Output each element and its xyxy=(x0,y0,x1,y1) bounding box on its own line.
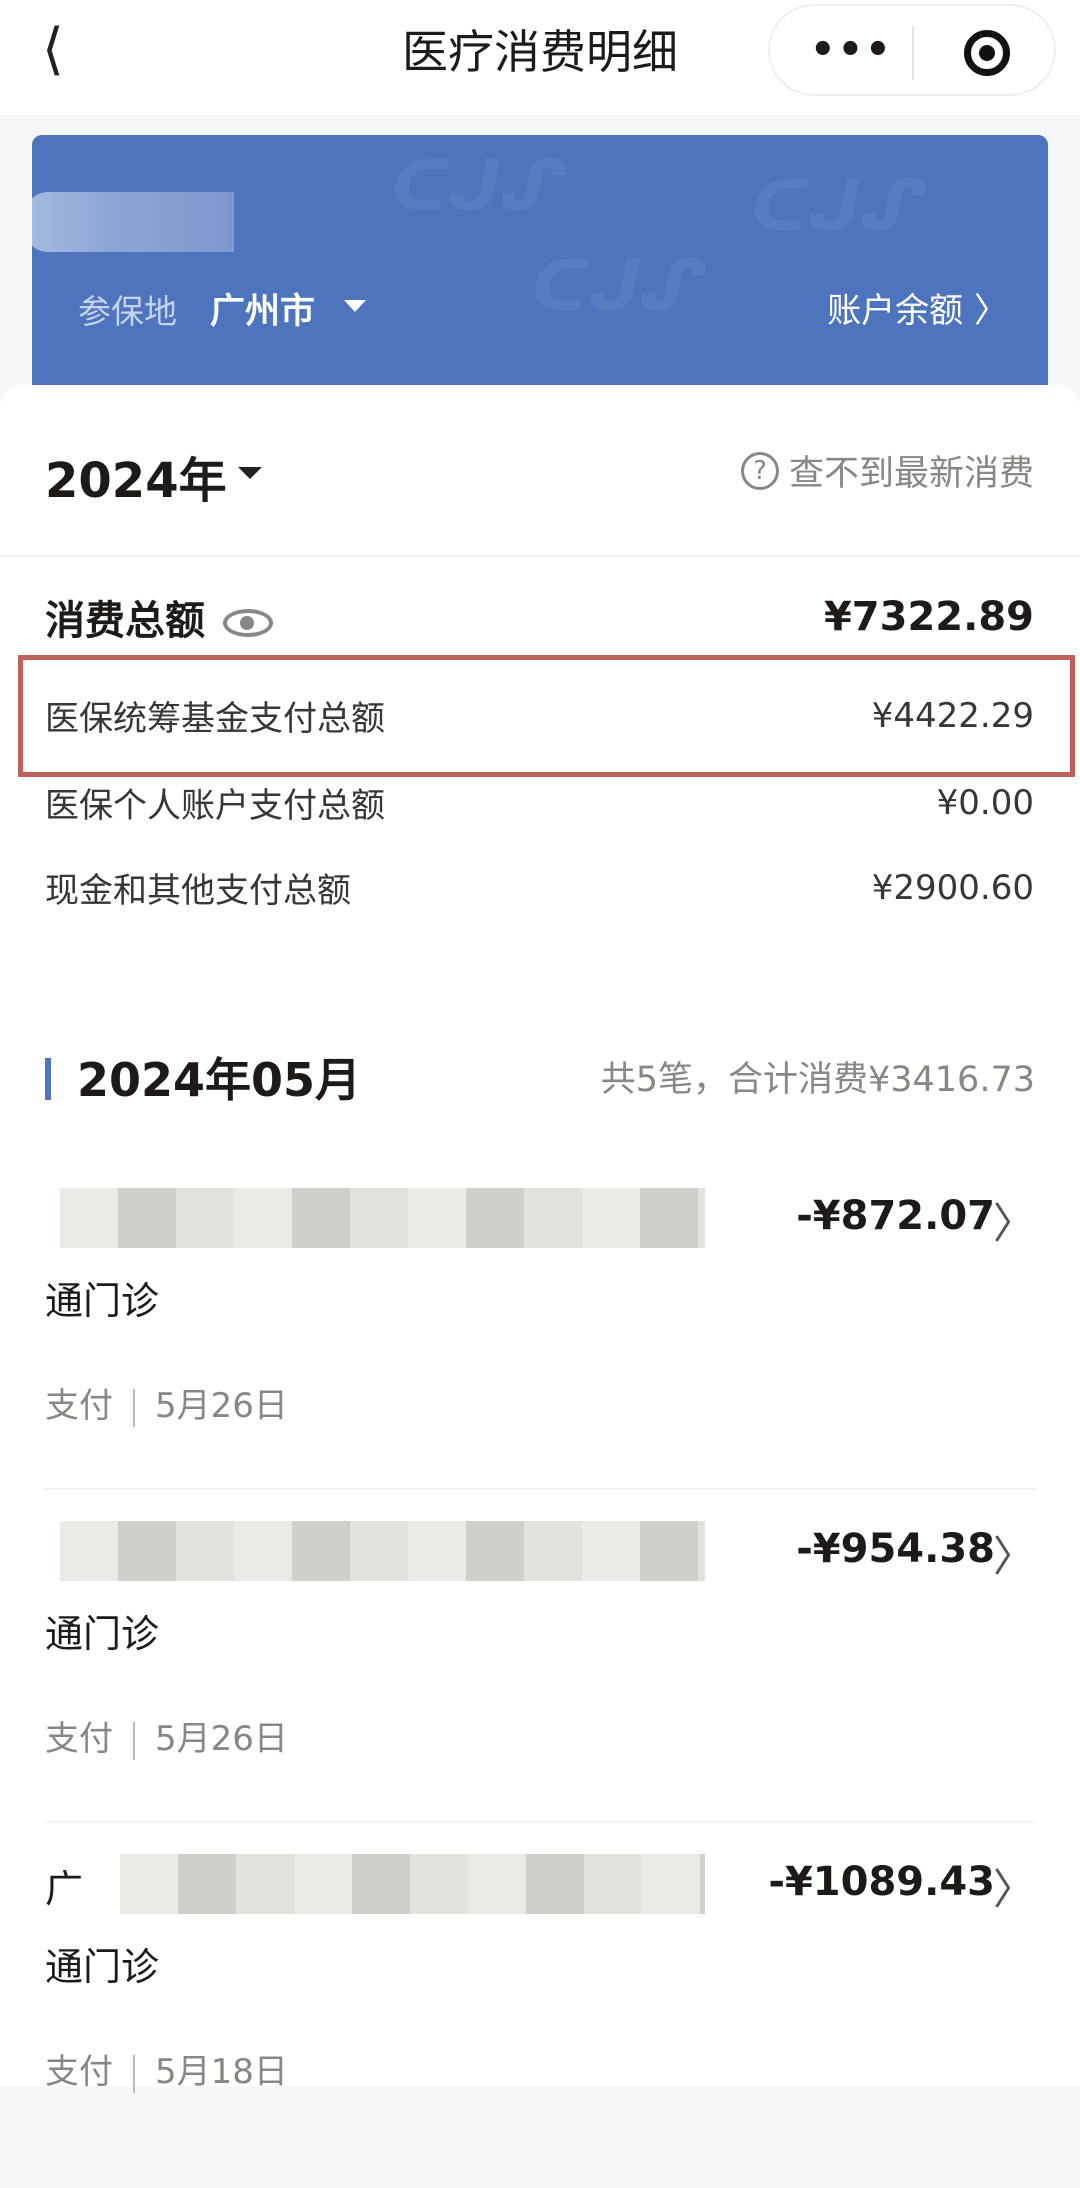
separator xyxy=(133,2054,135,2093)
chevron-right-icon: 〉 xyxy=(992,1199,1035,1248)
personal-account-row: 医保个人账户支付总额 ¥0.00 xyxy=(45,778,1034,827)
row-label: 现金和其他支付总额 xyxy=(45,871,351,911)
separator xyxy=(133,1721,135,1760)
help-text: 查不到最新消费 xyxy=(788,454,1034,494)
chevron-right-icon: 〉 xyxy=(992,1865,1035,1914)
item-meta: 支付 5月18日 xyxy=(45,2044,288,2093)
location-city-selector[interactable]: 广州市 xyxy=(210,292,316,332)
item-name: 通门诊 xyxy=(45,1945,160,1989)
account-balance-link[interactable]: 账户余额 〉 xyxy=(827,291,1008,331)
insurance-banner: ᑕᒍᔑ ᑕᒍᔑ ᑕᒍᔑ 参保地 广州市 账户余额 〉 xyxy=(32,135,1048,405)
divider xyxy=(45,1821,1035,1823)
page-title: 医疗消费明细 xyxy=(402,25,678,79)
item-type: 支付 xyxy=(45,1386,113,1426)
blurred-user-name xyxy=(32,192,234,252)
blurred-hospital-name xyxy=(60,1188,705,1248)
item-name: 通门诊 xyxy=(45,1279,160,1323)
row-label: 医保个人账户支付总额 xyxy=(45,786,385,826)
row-value: ¥4422.29 xyxy=(871,695,1034,736)
separator xyxy=(133,1388,135,1427)
cash-row: 现金和其他支付总额 ¥2900.60 xyxy=(45,863,1034,912)
back-chevron-icon[interactable]: ⟨ xyxy=(42,17,64,82)
caret-down-icon[interactable] xyxy=(344,300,366,312)
location-label: 参保地 xyxy=(78,292,177,331)
item-amount: -¥872.07 xyxy=(796,1193,995,1239)
caret-down-icon[interactable] xyxy=(238,467,262,479)
blurred-hospital-name xyxy=(120,1854,705,1914)
item-date: 5月26日 xyxy=(155,1386,288,1426)
blurred-hospital-name xyxy=(60,1521,705,1581)
close-target-icon[interactable] xyxy=(964,30,1010,76)
help-link[interactable]: ? 查不到最新消费 xyxy=(740,445,1034,496)
item-type: 支付 xyxy=(45,2052,113,2092)
row-label: 医保统筹基金支付总额 xyxy=(45,699,385,739)
row-value: ¥2900.60 xyxy=(871,867,1034,908)
list-item[interactable]: 通门诊 -¥872.07 〉 支付 5月26日 xyxy=(45,1188,1035,1522)
total-label: 消费总额 xyxy=(45,598,205,644)
item-type: 支付 xyxy=(45,1719,113,1759)
summary-card: 2024年 ? 查不到最新消费 消费总额 ¥7322.89 医保统筹基金支付总额… xyxy=(0,385,1080,960)
item-amount: -¥954.38 xyxy=(796,1526,995,1572)
fund-row: 医保统筹基金支付总额 ¥4422.29 xyxy=(45,691,1034,740)
month-summary: 共5笔，合计消费¥3416.73 xyxy=(600,1060,1035,1100)
list-item[interactable]: 通门诊 -¥954.38 〉 支付 5月26日 xyxy=(45,1521,1035,1855)
year-selector[interactable]: 2024年 xyxy=(45,453,227,509)
item-date: 5月26日 xyxy=(155,1719,288,1759)
item-name: 通门诊 xyxy=(45,1612,160,1656)
chevron-right-icon: 〉 xyxy=(992,1532,1035,1581)
mini-program-capsule: ••• xyxy=(768,4,1056,96)
highlight-box xyxy=(18,655,1075,777)
total-row: 消费总额 ¥7322.89 xyxy=(45,588,1034,646)
nav-bar: ⟨ 医疗消费明细 ••• xyxy=(0,0,1080,115)
question-icon: ? xyxy=(740,451,779,490)
item-meta: 支付 5月26日 xyxy=(45,1378,288,1427)
total-value: ¥7322.89 xyxy=(823,594,1034,640)
eye-icon[interactable] xyxy=(223,609,273,637)
list-item[interactable]: 广 通门诊 -¥1089.43 〉 支付 5月18日 xyxy=(45,1854,1035,2188)
divider xyxy=(0,555,1080,557)
divider xyxy=(45,1488,1035,1490)
item-meta: 支付 5月26日 xyxy=(45,1711,288,1760)
accent-bar xyxy=(45,1058,51,1100)
month-header: 2024年05月 共5笔，合计消费¥3416.73 xyxy=(45,1045,1035,1115)
item-name-prefix: 广 xyxy=(45,1867,84,1911)
capsule-divider xyxy=(912,26,914,80)
item-date: 5月18日 xyxy=(155,2052,288,2092)
item-amount: -¥1089.43 xyxy=(768,1859,995,1905)
row-value: ¥0.00 xyxy=(936,782,1034,823)
more-icon[interactable]: ••• xyxy=(810,27,893,73)
month-label: 2024年05月 xyxy=(77,1053,362,1107)
